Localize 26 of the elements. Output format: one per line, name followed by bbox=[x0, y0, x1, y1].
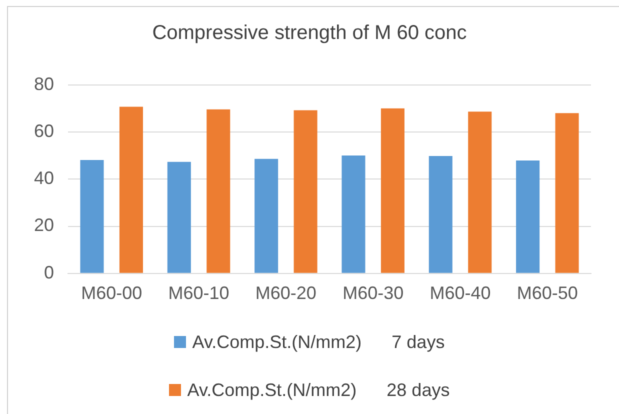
legend-label: Av.Comp.St.(N/mm2) 28 days bbox=[187, 380, 450, 400]
y-tick-label: 20 bbox=[34, 215, 54, 236]
legend-label: Av.Comp.St.(N/mm2) 7 days bbox=[192, 332, 445, 352]
bar bbox=[380, 108, 404, 273]
bar bbox=[167, 162, 191, 273]
x-tick-label: M60-30 bbox=[342, 283, 404, 304]
y-tick-label: 40 bbox=[34, 168, 54, 188]
x-tick-label: M60-20 bbox=[255, 283, 316, 304]
y-tick-label: 80 bbox=[34, 74, 54, 94]
bar bbox=[119, 106, 143, 273]
bar bbox=[428, 156, 452, 273]
x-tick-label: M60-40 bbox=[430, 283, 491, 304]
bar bbox=[294, 110, 318, 273]
bar bbox=[555, 113, 579, 273]
bar bbox=[342, 156, 366, 273]
chart-title: Compressive strength of M 60 conc bbox=[151, 22, 468, 45]
bar bbox=[254, 158, 278, 273]
bar bbox=[80, 160, 104, 273]
x-tick-label: M60-10 bbox=[168, 283, 230, 304]
bar bbox=[206, 109, 230, 273]
x-tick-label: M60-00 bbox=[81, 283, 142, 304]
x-tick-label: M60-50 bbox=[516, 283, 578, 304]
y-tick-label: 0 bbox=[44, 262, 54, 282]
y-tick-label: 60 bbox=[34, 120, 54, 141]
bar bbox=[468, 112, 492, 273]
bar bbox=[516, 160, 540, 273]
